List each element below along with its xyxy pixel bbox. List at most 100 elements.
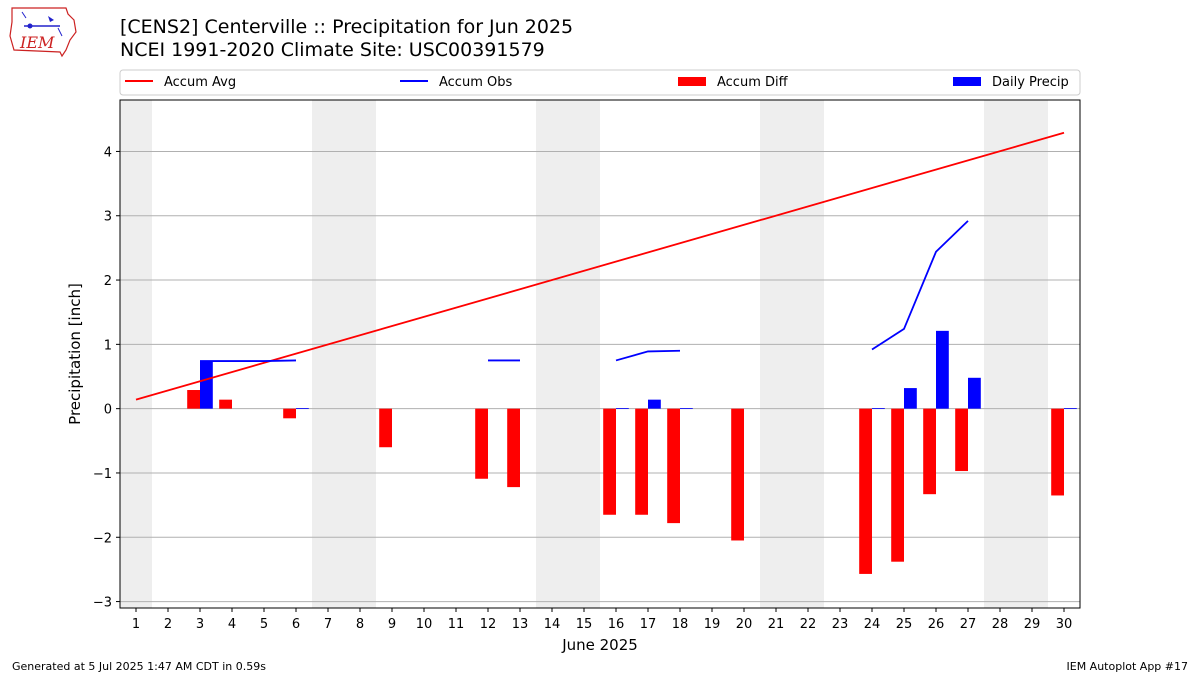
- legend-label: Daily Precip: [992, 75, 1069, 90]
- ytick-label-0: 0: [104, 403, 112, 418]
- ytick-label--2: −2: [93, 531, 112, 546]
- accum-diff-bar-day-25: [891, 408, 904, 562]
- xtick-label-8: 8: [356, 617, 364, 632]
- weekend-shade-day-8: [344, 100, 376, 608]
- xtick-label-27: 27: [960, 617, 977, 632]
- xtick-label-11: 11: [448, 617, 465, 632]
- legend-label: Accum Diff: [717, 75, 789, 90]
- weekend-shade-day-15: [568, 100, 600, 608]
- chart-title-line1: [CENS2] Centerville :: Precipitation for…: [120, 16, 574, 38]
- xtick-label-24: 24: [864, 617, 881, 632]
- weekend-shading: [120, 100, 1048, 608]
- chart-title-line2: NCEI 1991-2020 Climate Site: USC00391579: [120, 39, 545, 61]
- y-axis-ticks: −3 −2 −1 0 1 2 3 4: [93, 145, 120, 611]
- xtick-label-15: 15: [576, 617, 593, 632]
- y-gridlines: [120, 150, 1080, 603]
- daily-precip-bar-day-18: [680, 408, 693, 409]
- xtick-label-14: 14: [544, 617, 561, 632]
- accum-diff-bar-day-4: [219, 399, 232, 409]
- xtick-label-22: 22: [800, 617, 817, 632]
- xtick-label-10: 10: [416, 617, 433, 632]
- xtick-label-9: 9: [388, 617, 396, 632]
- xtick-label-16: 16: [608, 617, 625, 632]
- plot-frame: [119, 99, 1081, 609]
- weekend-shade-day-28: [984, 100, 1016, 608]
- footer-generated: Generated at 5 Jul 2025 1:47 AM CDT in 0…: [12, 660, 266, 673]
- accum-diff-bar-day-6: [283, 408, 296, 419]
- xtick-label-26: 26: [928, 617, 945, 632]
- accum-diff-bar-day-12: [475, 408, 488, 479]
- accum-diff-bar-day-26: [923, 408, 936, 495]
- xtick-label-2: 2: [164, 617, 172, 632]
- x-axis-ticks: 1 2 3 4 5 6 7 8 9 10 11 12 13 14 15 16 17 18 19 20 21 22 23 24 2…: [132, 608, 1072, 632]
- accum-obs-segment-0: [200, 359, 297, 362]
- legend-item-daily-precip: Daily Precip: [953, 75, 1069, 90]
- xtick-label-25: 25: [896, 617, 913, 632]
- legend-swatch-bar: [678, 77, 706, 86]
- ytick-label--3: −3: [93, 596, 112, 611]
- xtick-label-13: 13: [512, 617, 529, 632]
- daily-precip-bar-day-24: [872, 408, 885, 409]
- weekend-shade-day-14: [536, 100, 568, 608]
- daily-precip-bar-day-25: [904, 388, 917, 409]
- ytick-label--1: −1: [93, 467, 112, 482]
- ytick-label-2: 2: [104, 274, 112, 289]
- xtick-label-29: 29: [1024, 617, 1041, 632]
- y-axis-label: Precipitation [inch]: [66, 283, 84, 425]
- xtick-label-7: 7: [324, 617, 332, 632]
- footer-app: IEM Autoplot App #17: [1066, 660, 1189, 673]
- accum-diff-bar-day-17: [635, 408, 648, 515]
- xtick-label-17: 17: [640, 617, 657, 632]
- accum-diff-bar-day-13: [507, 408, 520, 488]
- daily-precip-bar-day-16: [616, 408, 629, 409]
- accum-diff-bar-day-30: [1051, 408, 1064, 496]
- legend-item-accum-diff: Accum Diff: [678, 75, 789, 90]
- x-axis-label: June 2025: [561, 636, 638, 654]
- xtick-label-6: 6: [292, 617, 300, 632]
- xtick-label-1: 1: [132, 617, 140, 632]
- accum-diff-bar-day-16: [603, 408, 616, 515]
- legend-item-accum-avg: Accum Avg: [125, 75, 236, 90]
- iem-logo: IEM: [8, 6, 80, 62]
- accum-obs-segment-2: [615, 349, 681, 362]
- logo-text: IEM: [19, 33, 55, 52]
- legend-label: Accum Obs: [439, 75, 512, 90]
- accum-diff-bar-day-18: [667, 408, 680, 524]
- xtick-label-18: 18: [672, 617, 689, 632]
- ytick-label-3: 3: [104, 210, 112, 225]
- xtick-label-5: 5: [260, 617, 268, 632]
- daily-precip-bar-day-6: [296, 408, 309, 409]
- accum-diff-bar-day-20: [731, 408, 744, 541]
- weekend-shade-day-21: [760, 100, 792, 608]
- weekend-shade-day-29: [1016, 100, 1048, 608]
- xtick-label-30: 30: [1056, 617, 1073, 632]
- legend-item-accum-obs: Accum Obs: [400, 75, 512, 90]
- accum-avg-line: [135, 131, 1065, 401]
- ytick-label-4: 4: [104, 145, 112, 160]
- xtick-label-20: 20: [736, 617, 753, 632]
- xtick-label-21: 21: [768, 617, 785, 632]
- xtick-label-4: 4: [228, 617, 236, 632]
- xtick-label-23: 23: [832, 617, 849, 632]
- xtick-label-19: 19: [704, 617, 721, 632]
- accum-diff-bar-day-27: [955, 408, 968, 472]
- accum-diff-bar-day-3: [187, 390, 200, 409]
- daily-precip-bar-day-26: [936, 330, 949, 409]
- legend: Accum Avg Accum Obs Accum Diff Daily Precip: [119, 69, 1081, 96]
- weekend-shade-day-7: [312, 100, 344, 608]
- daily-precip-bar-day-27: [968, 377, 981, 409]
- legend-label: Accum Avg: [164, 75, 236, 90]
- accum-diff-bar-day-24: [859, 408, 872, 574]
- xtick-label-28: 28: [992, 617, 1009, 632]
- daily-precip-bar-day-30: [1064, 408, 1077, 409]
- lines: [135, 131, 1065, 401]
- legend-box: [119, 69, 1081, 96]
- xtick-label-12: 12: [480, 617, 497, 632]
- weekend-shade-day-1: [120, 100, 152, 608]
- xtick-label-3: 3: [196, 617, 204, 632]
- daily-precip-bar-day-3: [200, 361, 213, 409]
- legend-swatch-bar: [953, 77, 981, 86]
- bars: [187, 330, 1077, 574]
- accum-obs-segment-3: [871, 220, 969, 351]
